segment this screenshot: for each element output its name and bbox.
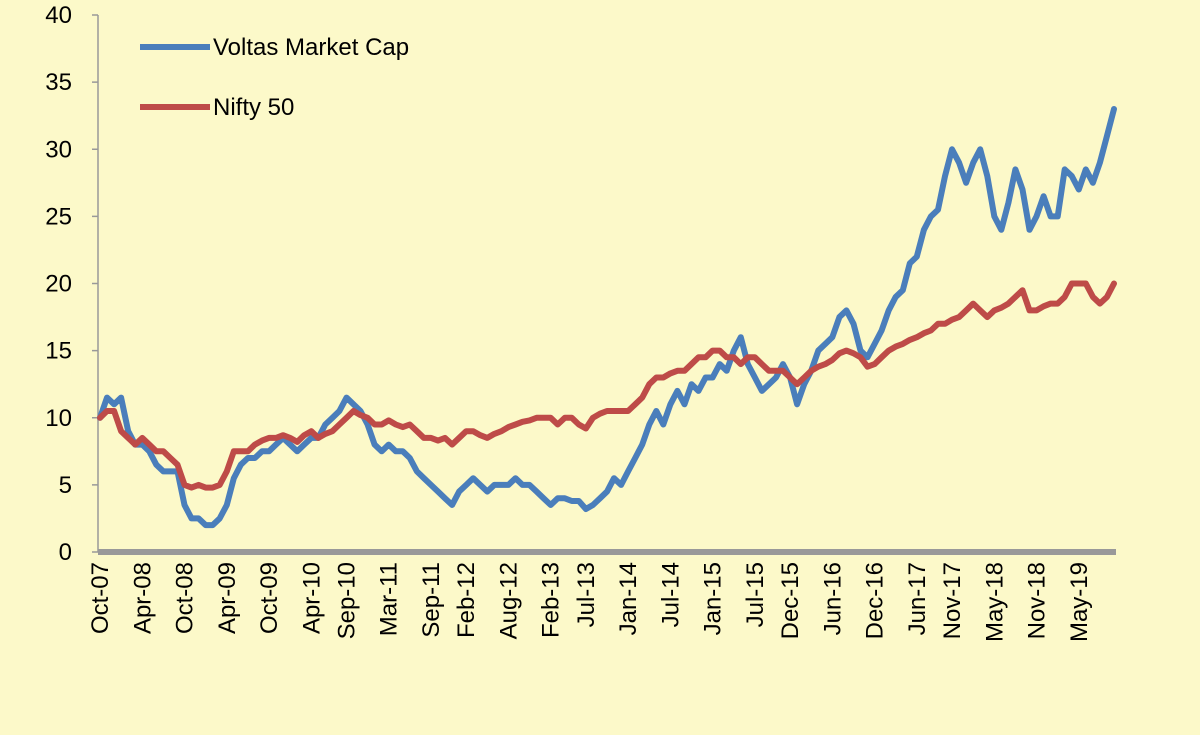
- x-tick-label: Apr-08: [129, 562, 156, 634]
- x-tick-label: Sep-11: [418, 562, 445, 638]
- series-line: [97, 106, 1117, 529]
- x-tick-label: Nov-17: [939, 562, 966, 639]
- x-tick-label: May-19: [1066, 562, 1093, 642]
- x-tick-label: Mar-11: [376, 562, 403, 636]
- x-tick-label: Dec-16: [862, 562, 889, 639]
- series-line: [97, 280, 1117, 491]
- x-tick-label: Apr-10: [298, 562, 325, 634]
- y-tick-label: 20: [45, 271, 72, 298]
- y-tick-label: 0: [59, 539, 72, 566]
- x-tick-label: Jan-15: [700, 562, 727, 635]
- x-tick-label: Jul-14: [657, 562, 684, 627]
- x-tick-label: Feb-13: [538, 562, 565, 638]
- x-tick-label: Feb-12: [453, 562, 480, 638]
- y-tick-label: 5: [59, 472, 72, 499]
- y-tick-label: 40: [45, 2, 72, 29]
- x-tick-label: Oct-09: [256, 562, 283, 634]
- x-tick-label: Jan-14: [615, 562, 642, 635]
- y-tick-label: 35: [45, 69, 72, 96]
- x-tick-label: Dec-15: [777, 562, 804, 639]
- y-tick-label: 25: [45, 203, 72, 230]
- x-tick-label: Nov-18: [1024, 562, 1051, 639]
- x-tick-label: Jul-15: [742, 562, 769, 627]
- y-tick-label: 30: [45, 136, 72, 163]
- x-tick-label: May-18: [981, 562, 1008, 642]
- legend-label: Voltas Market Cap: [213, 34, 409, 61]
- x-tick-label: Aug-12: [495, 562, 522, 639]
- x-tick-label: Oct-07: [87, 562, 114, 634]
- x-tick-label: Jun-16: [819, 562, 846, 635]
- x-tick-label: Jun-17: [904, 562, 931, 635]
- x-tick-label: Jul-13: [573, 562, 600, 627]
- y-tick-label: 15: [45, 338, 72, 365]
- legend-label: Nifty 50: [213, 94, 294, 121]
- x-tick-label: Oct-08: [172, 562, 199, 634]
- x-tick-label: Apr-09: [214, 562, 241, 634]
- x-tick-label: Sep-10: [333, 562, 360, 639]
- y-tick-label: 10: [45, 405, 72, 432]
